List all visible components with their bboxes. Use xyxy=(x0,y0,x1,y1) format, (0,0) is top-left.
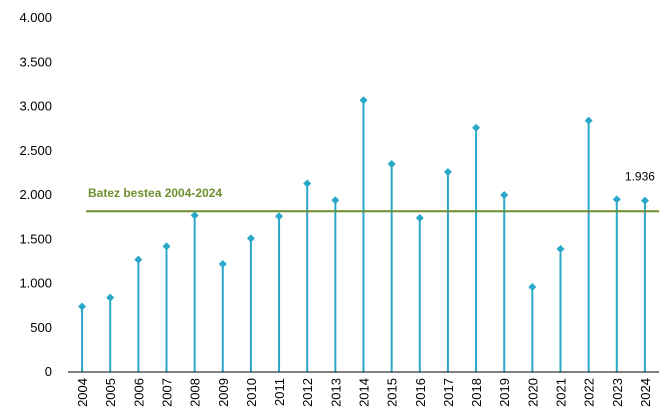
x-tick-label: 2014 xyxy=(357,378,372,407)
x-tick-label: 2023 xyxy=(610,378,625,407)
data-point xyxy=(162,242,171,251)
x-tick-label: 2019 xyxy=(497,378,512,407)
y-tick-label: 1.500 xyxy=(19,231,52,246)
y-tick-label: 4.000 xyxy=(19,10,52,25)
data-point xyxy=(528,283,537,292)
data-label: 1.936 xyxy=(625,170,655,184)
stems xyxy=(81,100,646,372)
data-point xyxy=(612,195,621,204)
x-tick-label: 2013 xyxy=(328,378,343,407)
x-tick-label: 2011 xyxy=(272,378,287,406)
x-tick-label: 2009 xyxy=(216,378,231,407)
data-point xyxy=(78,302,87,311)
data-point xyxy=(556,244,565,253)
data-point xyxy=(190,211,199,220)
data-point xyxy=(218,260,227,269)
x-tick-label: 2021 xyxy=(554,378,569,407)
data-point xyxy=(303,179,312,188)
data-point xyxy=(359,96,368,105)
x-tick-label: 2016 xyxy=(413,378,428,407)
data-point xyxy=(331,196,340,205)
x-tick-label: 2005 xyxy=(103,378,118,407)
x-tick-label: 2004 xyxy=(75,378,90,407)
y-tick-label: 2.000 xyxy=(19,187,52,202)
x-tick-label: 2007 xyxy=(160,378,175,407)
data-labels: 1.936 xyxy=(625,170,655,184)
x-tick-label: 2006 xyxy=(131,378,146,407)
data-point xyxy=(640,196,649,205)
y-tick-label: 1.000 xyxy=(19,276,52,291)
data-point xyxy=(387,160,396,169)
y-axis-tick-labels: 0 500 1.000 1.500 2.000 2.500 3.000 3.500 4.000 xyxy=(19,10,52,379)
y-tick-label: 2.500 xyxy=(19,143,52,158)
x-tick-label: 2018 xyxy=(469,378,484,407)
average-line-label: Batez bestea 2004-2024 xyxy=(88,186,222,200)
x-axis-tick-labels: 2004 2005 2006 2007 2008 2009 2010 2011 2012 2013… xyxy=(75,378,653,407)
x-tick-label: 2020 xyxy=(525,378,540,407)
y-tick-label: 0 xyxy=(45,364,52,379)
x-tick-label: 2015 xyxy=(385,378,400,407)
y-tick-label: 3.000 xyxy=(19,99,52,114)
x-tick-label: 2022 xyxy=(582,378,597,407)
data-point xyxy=(443,167,452,176)
x-tick-label: 2012 xyxy=(300,378,315,407)
x-tick-label: 2010 xyxy=(244,378,259,407)
data-point xyxy=(500,191,509,199)
data-point xyxy=(106,293,115,302)
y-tick-label: 3.500 xyxy=(19,54,52,69)
x-tick-label: 2017 xyxy=(441,378,456,407)
x-tick-label: 2008 xyxy=(188,378,203,407)
data-point xyxy=(584,116,593,125)
data-point xyxy=(415,214,424,223)
y-tick-label: 500 xyxy=(30,320,52,335)
data-point xyxy=(134,255,143,264)
data-point xyxy=(472,123,481,132)
markers xyxy=(78,96,649,311)
data-point xyxy=(275,212,284,221)
data-point xyxy=(246,234,255,243)
x-tick-label: 2024 xyxy=(638,378,653,407)
